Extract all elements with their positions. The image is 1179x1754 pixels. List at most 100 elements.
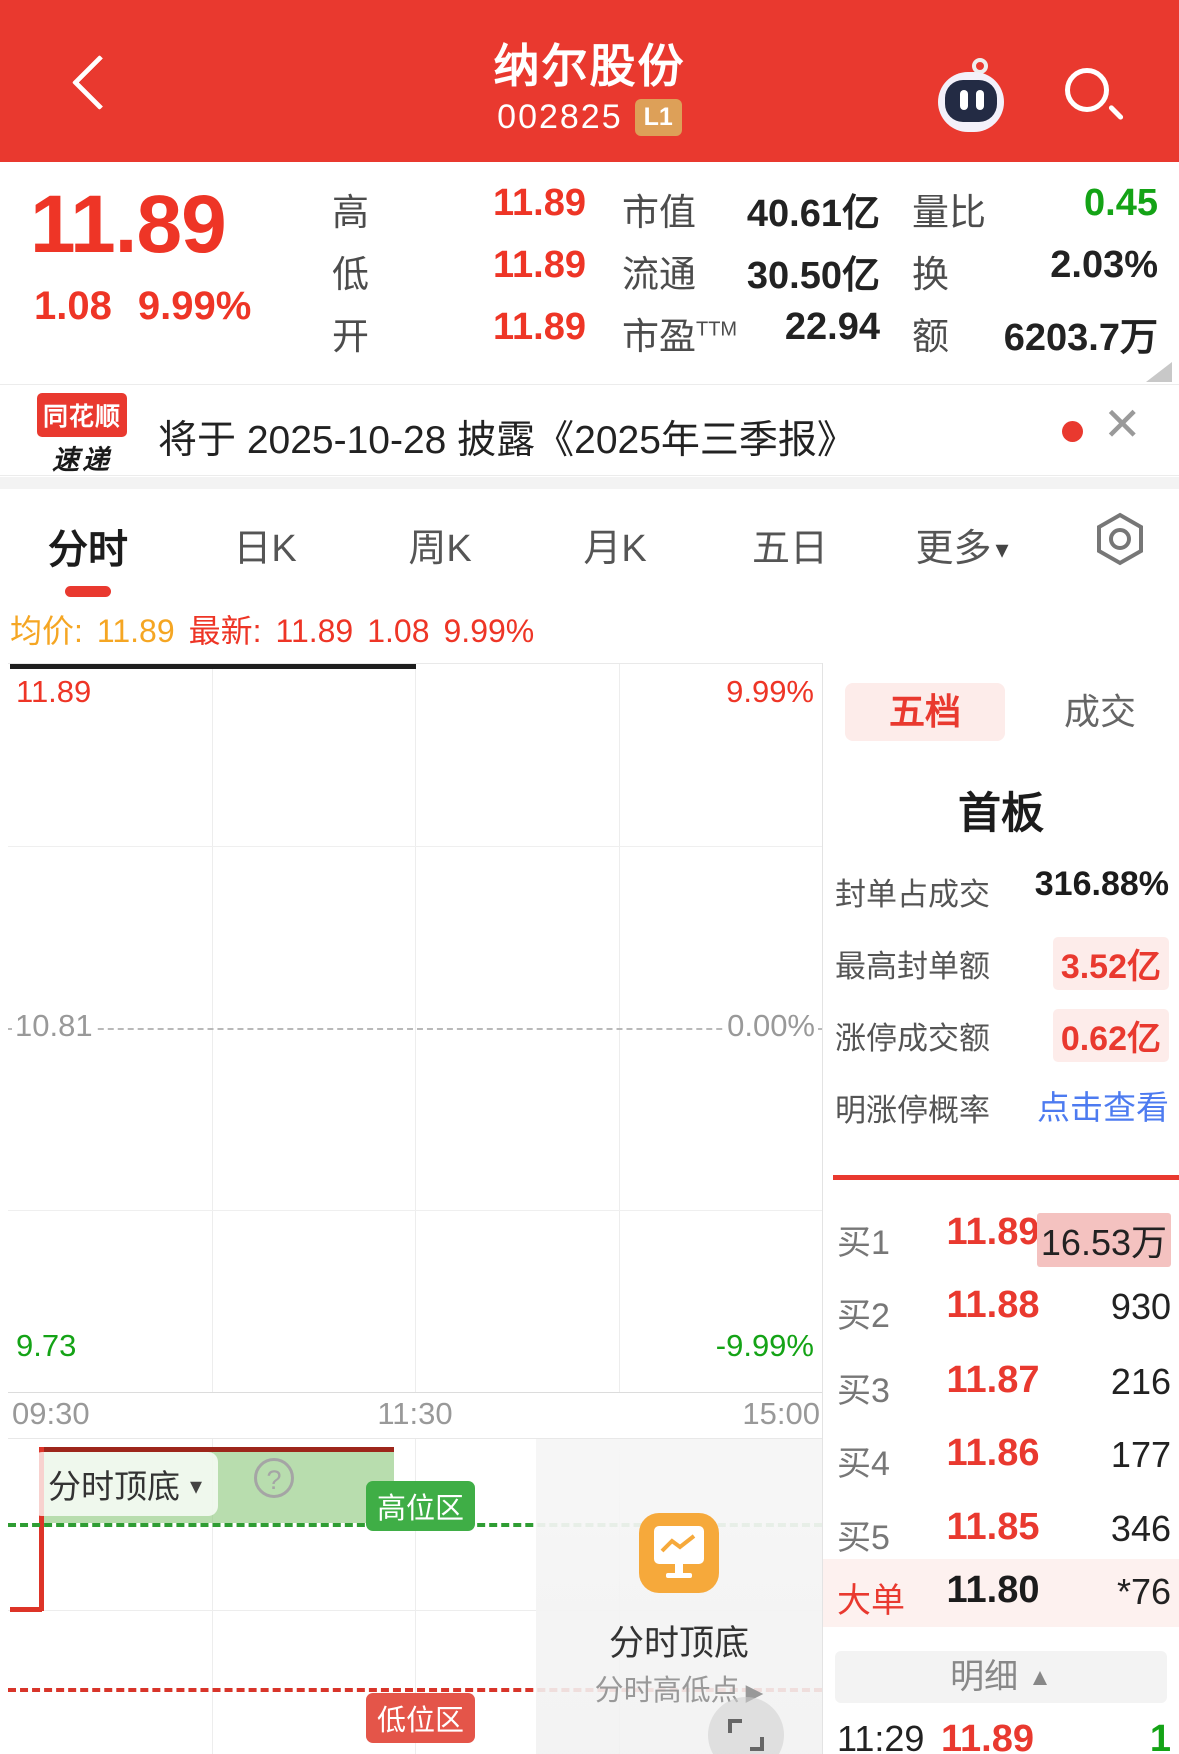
zero-percent-gridline [8, 1028, 822, 1030]
tab-five-day[interactable]: 五日 [751, 528, 829, 570]
stat-label: 量比 [912, 192, 986, 233]
header: 纳尔股份 002825 L1 [0, 0, 1179, 162]
quote-section: 11.89 1.08 9.99% 高 11.89 低 11.89 开 11.89 … [0, 162, 1179, 384]
close-icon[interactable]: ✕ [1103, 398, 1142, 450]
avg-price-value: 11.89 [96, 613, 175, 649]
stat-value: 11.89 [493, 306, 586, 348]
unread-dot [1062, 421, 1083, 442]
stock-code-row: 002825 L1 [0, 96, 1179, 137]
chart-monitor-icon [639, 1513, 719, 1593]
y-max-price: 11.89 [16, 674, 92, 709]
tab-five-levels[interactable]: 五档 [845, 683, 1005, 741]
x-tick-close: 15:00 [742, 1396, 820, 1431]
detail-toggle[interactable]: 明细 ▲ [835, 1651, 1167, 1703]
stat-value: 11.89 [493, 182, 586, 224]
seal-ratio-value: 316.88% [1034, 865, 1169, 903]
tab-monthly-k[interactable]: 月K [583, 528, 647, 570]
search-icon[interactable] [1063, 66, 1127, 130]
limit-turnover-value: 0.62亿 [1052, 1009, 1169, 1062]
news-text: 将于 2025-10-28 披露《2025年三季报》 [158, 419, 856, 462]
ths-express-logo: 同花顺 速递 [30, 393, 134, 477]
tab-daily-k[interactable]: 日K [233, 528, 297, 570]
stat-value: 2.03% [1050, 244, 1158, 286]
x-tick-noon: 11:30 [377, 1396, 453, 1431]
page-title: 纳尔股份 [493, 40, 686, 92]
bid-row-4[interactable]: 买4 11.86 177 [837, 1432, 1171, 1483]
info-row: 封单占成交 316.88% [835, 865, 1169, 912]
chevron-down-icon: ▾ [190, 1473, 203, 1500]
indicator-line-vertical [39, 1447, 44, 1611]
level-badge: L1 [634, 98, 682, 136]
stat-label: 换 [912, 254, 949, 295]
low-zone-badge: 低位区 [366, 1693, 476, 1743]
probability-link[interactable]: 点击查看 [1037, 1089, 1169, 1126]
ttm-superscript: TTM [696, 318, 738, 341]
high-zone-badge: 高位区 [366, 1481, 476, 1531]
y-min-pct: -9.99% [715, 1328, 814, 1363]
indicator-panel[interactable]: 高位区 低位区 分时顶底 ▾ ? 分时顶底 分时高低点 ▶ [8, 1438, 822, 1754]
stat-label: 流通 [622, 254, 696, 295]
info-row: 最高封单额 3.52亿 [823, 931, 1179, 991]
ai-assistant-icon[interactable] [938, 58, 1004, 134]
bid-row-3[interactable]: 买3 11.87 216 [837, 1359, 1171, 1410]
chart-legend: 均价: 11.89 最新: 11.89 1.08 9.99% [10, 606, 830, 658]
max-seal-value: 3.52亿 [1052, 937, 1169, 990]
tab-transactions[interactable]: 成交 [1063, 691, 1136, 732]
price-line [10, 664, 416, 669]
info-row: 涨停成交额 0.62亿 [823, 1003, 1179, 1063]
latest-label: 最新: [188, 613, 262, 649]
divider [0, 477, 1179, 489]
limit-board-label: 首板 [958, 790, 1044, 838]
promo-subtitle[interactable]: 分时高低点 ▶ [594, 1675, 764, 1707]
promo-title: 分时顶底 [608, 1624, 749, 1663]
tab-weekly-k[interactable]: 周K [408, 528, 472, 570]
panel-divider [833, 1175, 1179, 1180]
current-price: 11.89 [30, 179, 227, 270]
gear-icon[interactable] [1092, 511, 1148, 567]
indicator-line-foot [10, 1607, 42, 1612]
chevron-down-icon: ▾ [995, 534, 1009, 564]
low-zone-threshold [8, 1688, 822, 1692]
y-max-pct: 9.99% [726, 674, 814, 709]
stat-label: 高 [332, 192, 369, 233]
help-icon[interactable]: ? [254, 1458, 294, 1498]
tab-minute[interactable]: 分时 [48, 517, 128, 597]
chevron-up-icon: ▲ [1028, 1664, 1052, 1691]
x-tick-open: 09:30 [12, 1396, 90, 1431]
bid-row-2[interactable]: 买2 11.88 930 [837, 1284, 1171, 1335]
big-order-row-bg [823, 1559, 1179, 1627]
expand-corner-icon[interactable] [1146, 362, 1172, 382]
minute-chart[interactable]: 11.89 9.99% 10.81 0.00% 9.73 -9.99% [8, 663, 822, 1393]
stat-label: 开 [332, 316, 369, 357]
bid-row-5[interactable]: 买5 11.85 346 [837, 1506, 1171, 1557]
active-tab-underline [65, 586, 111, 597]
latest-value: 11.89 [275, 613, 354, 649]
last-trade-row: 11:29 11.89 1 [837, 1718, 1171, 1754]
price-change: 1.08 [34, 284, 112, 328]
x-axis: 09:30 11:30 15:00 [8, 1396, 822, 1436]
latest-change: 1.08 [367, 613, 430, 649]
stat-value: 30.50亿 [746, 255, 880, 297]
tab-more[interactable]: 更多 ▾ [915, 528, 1009, 570]
stat-value: 22.94 [784, 306, 880, 348]
y-mid-pct: 0.00% [724, 1008, 818, 1044]
fullscreen-expand-icon[interactable] [708, 1697, 784, 1754]
order-book-panel: 五档 成交 首板 封单占成交 316.88% 最高封单额 3.52亿 涨停成交额… [822, 663, 1179, 1754]
stat-label: 额 [912, 316, 949, 357]
chart-tab-bar: 分时 日K 周K 月K 五日 更多 ▾ [0, 489, 1179, 601]
big-order-row[interactable]: 大单 11.80 *76 [837, 1569, 1171, 1620]
bid-row-1[interactable]: 买1 11.89 16.53万 [823, 1205, 1179, 1267]
indicator-promo-card[interactable]: 分时顶底 分时高低点 ▶ [536, 1439, 822, 1754]
news-banner[interactable]: 同花顺 速递 将于 2025-10-28 披露《2025年三季报》 ✕ [0, 384, 1179, 476]
latest-pct: 9.99% [443, 613, 535, 649]
indicator-selector[interactable]: 分时顶底 ▾ [32, 1452, 219, 1516]
price-change-pct: 9.99% [137, 284, 252, 328]
stock-code: 002825 [497, 97, 623, 136]
stat-value: 40.61亿 [746, 193, 880, 235]
stat-value: 11.89 [493, 244, 586, 286]
stat-value: 6203.7万 [1003, 317, 1158, 359]
y-mid-price: 10.81 [12, 1008, 96, 1044]
y-min-price: 9.73 [16, 1328, 77, 1363]
price-change-row: 1.08 9.99% [34, 284, 277, 329]
